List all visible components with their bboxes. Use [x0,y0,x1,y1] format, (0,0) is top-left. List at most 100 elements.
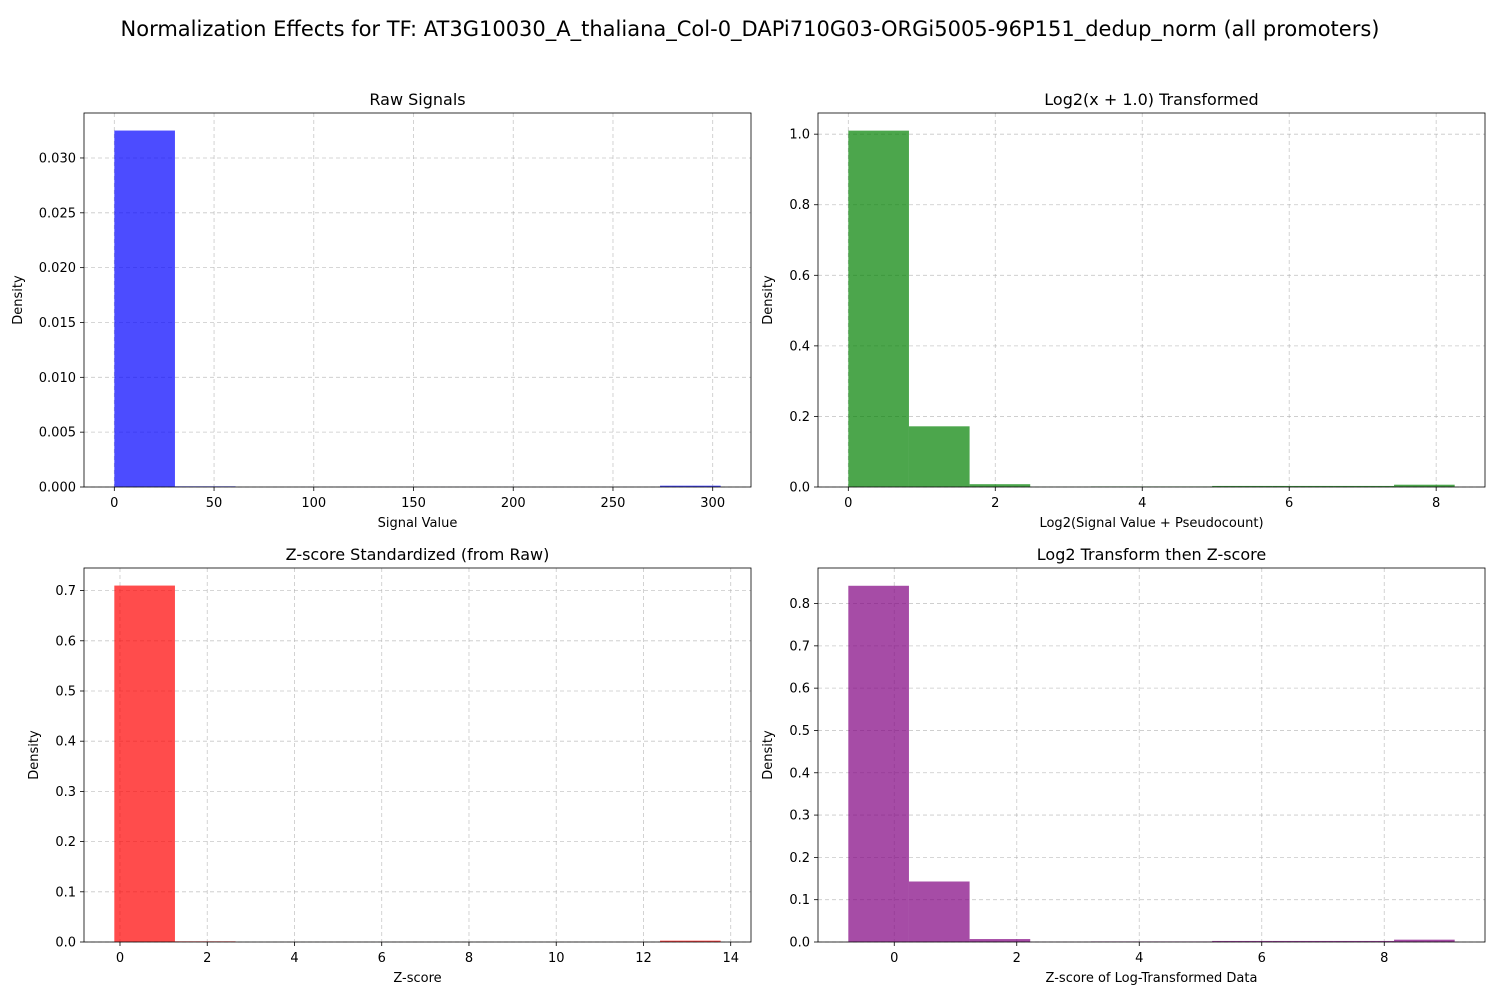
x-tick-label: 6 [378,951,386,966]
axes-frame [817,112,1486,488]
chart-panel-2: 0 2 4 6 8 0.0 0.2 0.4 0.6 0.8 1.0 Log2(x + 1.0) Tra… [761,90,1486,531]
x-tick-label: 6 [1258,951,1266,966]
y-tick-label: 0.7 [789,639,810,654]
histogram-bar [969,484,1031,487]
y-tick-label: 0.010 [39,371,76,386]
y-tick-label: 0.020 [39,261,76,276]
y-tick-label: 0.030 [39,151,76,166]
y-tick-label: 0.0 [789,936,810,951]
y-tick-label: 0.4 [789,766,810,781]
x-tick-label: 0 [116,951,124,966]
chart-title: Z-score Standardized (from Raw) [286,545,550,564]
y-tick-label: 0.0 [55,936,76,951]
x-tick-label: 8 [465,951,473,966]
x-axis-label: Signal Value [378,516,458,531]
y-tick-label: 0.0 [789,481,810,496]
x-tick-label: 0 [110,496,118,511]
y-tick-label: 0.8 [789,597,810,612]
histogram-bar [660,940,721,942]
y-tick-label: 0.5 [789,724,810,739]
y-tick-label: 1.0 [789,128,810,143]
histogram-bar [908,426,970,487]
y-tick-label: 0.8 [789,198,810,213]
x-tick-label: 4 [1135,951,1143,966]
x-tick-label: 8 [1432,496,1440,511]
y-axis-label: Density [761,275,776,325]
y-tick-label: 0.3 [55,785,76,800]
grid [84,113,751,488]
histogram-bar [1333,940,1395,942]
histogram-bar [848,130,909,487]
histogram-bar [1333,485,1395,487]
chart-title: Log2(x + 1.0) Transformed [1044,90,1258,109]
chart-title: Raw Signals [369,90,465,109]
histogram-bars [114,130,721,487]
y-tick-label: 0.4 [789,339,810,354]
y-axis-label: Density [11,275,26,325]
subplot-grid: 0 50 100 150 200 250 3000.0000.0050.0100.0150.… [11,90,1486,986]
x-tick-label: 2 [203,951,211,966]
axes-frame [83,567,752,943]
histogram-bar [1212,940,1273,942]
x-tick-label: 4 [290,951,298,966]
x-axis-label: Z-score [393,971,441,986]
histogram-bar [969,939,1031,942]
y-axis: 0.000 0.005 0.010 0.015 0.020 0.025 0.030 [39,151,84,496]
figure-suptitle: Normalization Effects for TF: AT3G10030_… [121,17,1380,42]
x-tick-label: 50 [206,496,223,511]
x-axis: 0 2 4 6 8 10 12 14 [116,942,739,966]
y-tick-label: 0.000 [39,481,76,496]
chart-panel-4: 0 2 4 6 8 0.0 0.1 0.2 0.3 0.4 0.5 0.6 0.7 0.8 Log2 Tra… [761,545,1486,986]
y-tick-label: 0.015 [39,316,76,331]
x-axis-label: Log2(Signal Value + Pseudocount) [1039,516,1263,531]
y-axis: 0.0 0.1 0.2 0.3 0.4 0.5 0.6 0.7 [55,584,84,951]
x-tick-label: 4 [1138,496,1146,511]
x-tick-label: 14 [722,951,739,966]
x-tick-label: 8 [1380,951,1388,966]
x-tick-label: 200 [501,496,526,511]
y-tick-label: 0.6 [789,682,810,697]
histogram-bars [848,585,1455,942]
chart-title: Log2 Transform then Z-score [1037,545,1266,564]
x-axis-label: Z-score of Log-Transformed Data [1046,971,1258,986]
y-tick-label: 0.2 [789,851,810,866]
x-tick-label: 300 [700,496,725,511]
histogram-bar [114,130,175,487]
y-tick-label: 0.2 [55,835,76,850]
y-tick-label: 0.6 [55,634,76,649]
y-tick-label: 0.025 [39,206,76,221]
y-tick-label: 0.1 [55,885,76,900]
x-tick-label: 12 [635,951,652,966]
x-tick-label: 6 [1285,496,1293,511]
y-tick-label: 0.5 [55,684,76,699]
x-tick-label: 100 [301,496,326,511]
x-tick-label: 150 [401,496,426,511]
histogram-bars [114,585,721,942]
histogram-bars [848,130,1455,487]
x-tick-label: 2 [991,496,999,511]
x-tick-label: 2 [1013,951,1021,966]
y-axis-label: Density [761,730,776,780]
histogram-bar [114,585,175,942]
chart-panel-3: 0 2 4 6 8 10 12 14 0.0 0.1 0.2 0.3 0.4 0.5 0.6 0.7 Z-sco… [27,545,752,986]
histogram-bar [908,881,970,942]
x-axis: 0 50 100 150 200 250 300 [110,487,725,511]
histogram-bar [660,485,721,487]
histogram-bar [1394,484,1455,487]
chart-panel-1: 0 50 100 150 200 250 3000.0000.0050.0100.0150.… [11,90,752,531]
y-tick-label: 0.6 [789,269,810,284]
y-axis: 0.0 0.1 0.2 0.3 0.4 0.5 0.6 0.7 0.8 [789,597,818,951]
x-tick-label: 10 [548,951,565,966]
y-tick-label: 0.2 [789,410,810,425]
x-axis: 0 2 4 6 8 [890,942,1388,966]
x-axis: 0 2 4 6 8 [844,487,1440,511]
x-tick-label: 0 [844,496,852,511]
axes-frame [83,112,752,488]
x-tick-label: 0 [890,951,898,966]
y-tick-label: 0.3 [789,809,810,824]
y-tick-label: 0.1 [789,893,810,908]
y-axis-label: Density [27,730,42,780]
y-tick-label: 0.4 [55,735,76,750]
x-tick-label: 250 [601,496,626,511]
